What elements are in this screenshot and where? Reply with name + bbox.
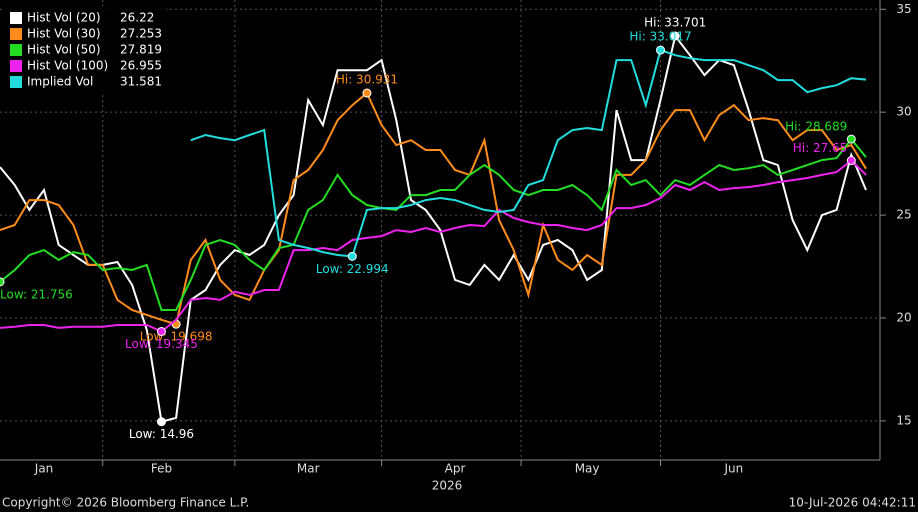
legend-label: Implied Vol xyxy=(27,75,93,89)
series-line xyxy=(0,159,867,333)
legend-label: Hist Vol (30) xyxy=(27,27,101,41)
extreme-marker xyxy=(846,134,856,144)
legend-label: Hist Vol (20) xyxy=(27,11,101,25)
x-tick-label: Jun xyxy=(724,462,744,476)
legend-swatch xyxy=(10,28,22,40)
extreme-label: Hi: 30.931 xyxy=(336,73,398,87)
legend-value: 27.253 xyxy=(120,27,162,41)
y-tick-label: 30 xyxy=(896,105,911,119)
x-tick-label: Apr xyxy=(445,462,466,476)
extreme-marker xyxy=(156,326,166,336)
extreme-marker xyxy=(670,31,680,41)
y-tick-label: 20 xyxy=(896,310,911,324)
y-tick-label: 35 xyxy=(896,2,911,16)
legend-box xyxy=(4,6,166,94)
extreme-marker xyxy=(656,45,666,55)
extreme-label: Hi: 28.689 xyxy=(785,120,847,134)
extreme-label: Low: 21.756 xyxy=(0,287,73,301)
legend-swatch xyxy=(10,60,22,72)
extreme-label: Hi: 33.701 xyxy=(644,15,706,29)
extreme-label: Hi: 33.017 xyxy=(629,30,691,44)
extreme-label: Low: 14.96 xyxy=(129,427,194,441)
extreme-label: Low: 22.994 xyxy=(316,262,389,276)
legend-value: 27.819 xyxy=(120,43,162,57)
legend: Hist Vol (20) 26.22 Hist Vol (30) 27.253 His… xyxy=(4,6,166,94)
y-tick-label: 25 xyxy=(896,208,911,222)
legend-value: 26.955 xyxy=(120,59,162,73)
x-axis-label: 2026 xyxy=(432,479,463,493)
legend-value: 31.581 xyxy=(120,75,162,89)
legend-label: Hist Vol (50) xyxy=(27,43,101,57)
x-tick-label: Jan xyxy=(34,462,54,476)
y-tick-label: 15 xyxy=(896,413,911,427)
series-line xyxy=(190,48,867,258)
copyright: Copyright© 2026 Bloomberg Finance L.P. xyxy=(2,496,249,510)
x-tick-label: May xyxy=(575,462,600,476)
x-tick-label: Mar xyxy=(297,462,320,476)
extreme-marker xyxy=(846,156,856,166)
legend-value: 26.22 xyxy=(120,11,154,25)
timestamp: 10-Jul-2026 04:42:11 xyxy=(789,496,916,510)
legend-swatch xyxy=(10,44,22,56)
series-line xyxy=(0,137,867,311)
extreme-marker xyxy=(362,88,372,98)
legend-swatch xyxy=(10,12,22,24)
extreme-label: Hi: 27.65 xyxy=(793,141,848,155)
x-tick-label: Feb xyxy=(151,462,172,476)
extreme-label: Low: 19.345 xyxy=(125,337,198,351)
extreme-marker xyxy=(0,277,5,287)
series-line xyxy=(0,91,867,326)
legend-label: Hist Vol (100) xyxy=(27,59,108,73)
legend-swatch xyxy=(10,76,22,88)
extreme-marker xyxy=(347,251,357,261)
extreme-marker xyxy=(156,417,166,427)
